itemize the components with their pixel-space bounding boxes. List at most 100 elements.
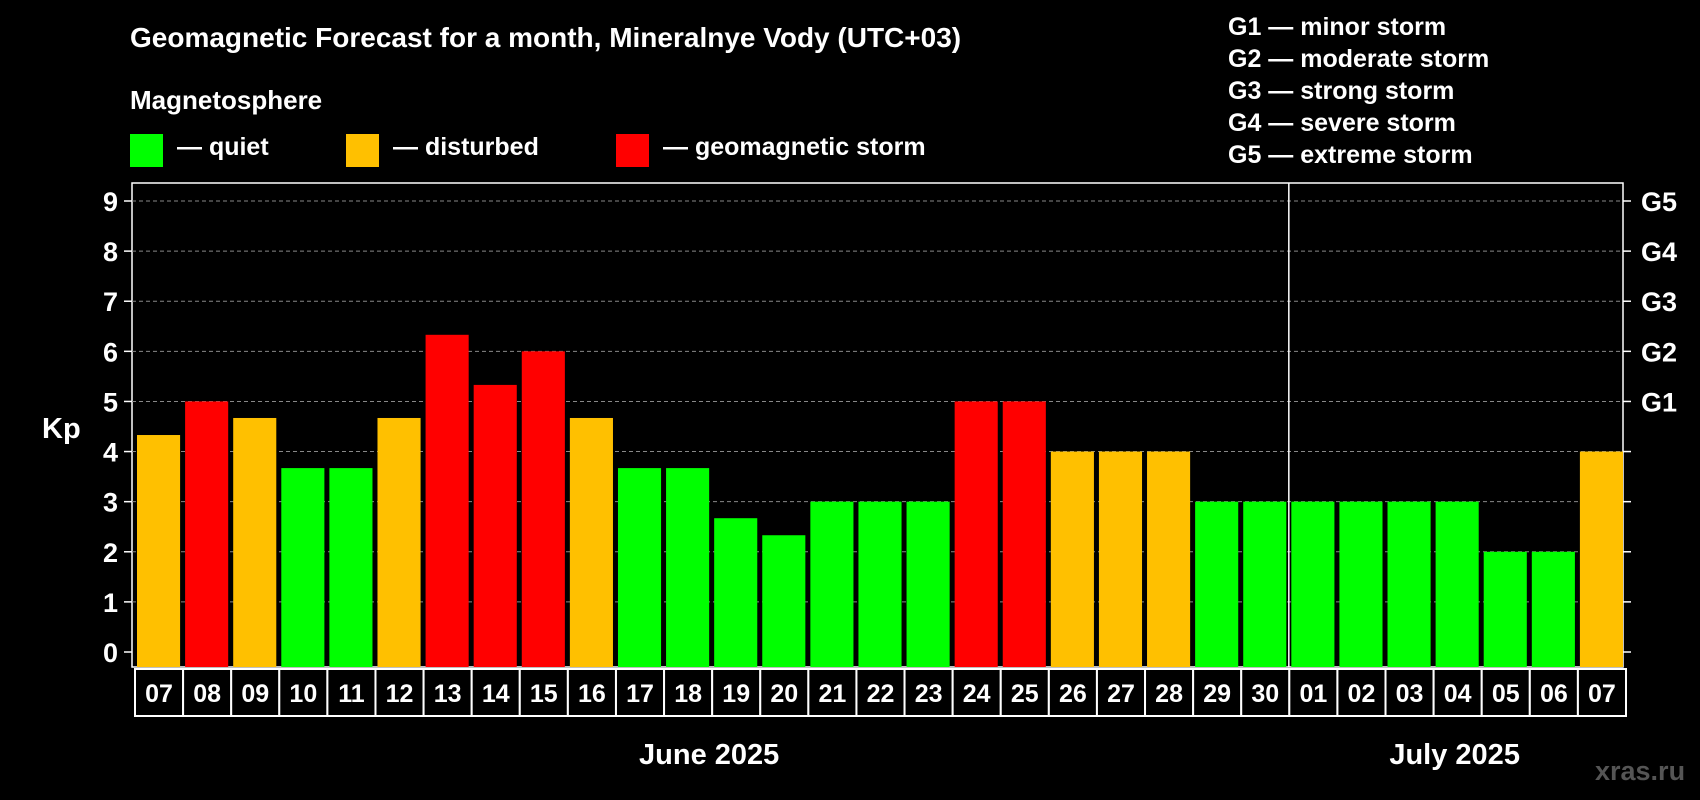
- date-label-19: 26: [1059, 680, 1087, 708]
- date-box-6: [422, 668, 473, 717]
- g1-description: G1 — minor storm: [1228, 13, 1447, 41]
- g2-description: G2 — moderate storm: [1228, 45, 1490, 73]
- y-tick-label-3: 3: [103, 488, 118, 518]
- date-label-17: 24: [963, 680, 991, 708]
- bar-29: [1531, 551, 1575, 667]
- bar-6: [425, 334, 469, 667]
- month-label-0: June 2025: [639, 739, 779, 771]
- date-box-30: [1576, 668, 1627, 717]
- date-label-5: 12: [386, 680, 414, 708]
- date-label-23: 30: [1251, 680, 1279, 708]
- date-label-29: 06: [1540, 680, 1568, 708]
- bar-4: [329, 468, 373, 667]
- bar-22: [1195, 501, 1239, 667]
- chart-title: Geomagnetic Forecast for a month, Minera…: [130, 22, 962, 53]
- date-label-30: 07: [1588, 680, 1616, 708]
- bar-3: [281, 468, 325, 667]
- bar-30: [1579, 451, 1623, 667]
- legend-disturbed-label: — disturbed: [393, 133, 539, 161]
- bar-13: [762, 535, 806, 667]
- date-label-25: 02: [1348, 680, 1376, 708]
- legend-storm-swatch: [616, 134, 649, 167]
- date-label-12: 19: [722, 680, 750, 708]
- y-tick-label-6: 6: [103, 337, 118, 367]
- right-axis-label-g1: G1: [1641, 387, 1677, 417]
- date-label-2: 09: [241, 680, 269, 708]
- y-tick-label-4: 4: [103, 438, 118, 468]
- bar-18: [1002, 401, 1046, 667]
- date-label-16: 23: [915, 680, 943, 708]
- date-label-24: 01: [1299, 680, 1327, 708]
- watermark: xras.ru: [1595, 756, 1686, 786]
- date-box-1: [182, 668, 233, 717]
- legend-disturbed-swatch: [346, 134, 379, 167]
- date-label-18: 25: [1011, 680, 1039, 708]
- y-tick-label-1: 1: [103, 588, 118, 618]
- y-tick-label-9: 9: [103, 187, 118, 217]
- bar-28: [1483, 551, 1527, 667]
- bar-19: [1050, 451, 1094, 667]
- bar-23: [1243, 501, 1287, 667]
- legend-quiet-swatch: [130, 134, 163, 167]
- bar-2: [233, 417, 277, 667]
- bar-20: [1098, 451, 1143, 667]
- bar-10: [617, 468, 662, 667]
- date-box-2: [230, 668, 281, 717]
- date-label-7: 14: [482, 680, 510, 708]
- bar-9: [569, 417, 613, 667]
- y-tick-label-2: 2: [103, 538, 118, 568]
- y-tick-label-7: 7: [103, 287, 118, 317]
- right-axis-label-g5: G5: [1641, 187, 1677, 217]
- date-label-14: 21: [818, 680, 846, 708]
- g4-description: G4 — severe storm: [1228, 109, 1456, 137]
- bar-1: [185, 401, 229, 667]
- bar-25: [1339, 501, 1383, 667]
- date-box-3: [278, 668, 329, 717]
- date-label-26: 03: [1396, 680, 1424, 708]
- date-label-6: 13: [434, 680, 462, 708]
- bar-14: [810, 501, 854, 667]
- date-label-3: 10: [289, 680, 317, 708]
- y-axis-label: Kp: [42, 413, 81, 445]
- date-box-13: [759, 668, 810, 717]
- bar-26: [1387, 501, 1431, 667]
- y-tick-label-5: 5: [103, 387, 118, 417]
- date-label-21: 28: [1155, 680, 1183, 708]
- date-label-0: 07: [145, 680, 173, 708]
- date-label-22: 29: [1203, 680, 1231, 708]
- date-label-10: 17: [626, 680, 654, 708]
- magnetosphere-label: Magnetosphere: [130, 85, 323, 115]
- y-tick-label-0: 0: [103, 638, 118, 668]
- bar-7: [473, 384, 517, 667]
- legend-storm-label: — geomagnetic storm: [663, 133, 926, 161]
- date-label-13: 20: [770, 680, 798, 708]
- bar-21: [1147, 451, 1191, 667]
- bar-24: [1291, 501, 1335, 667]
- bar-16: [906, 501, 950, 667]
- date-box-21: [1144, 668, 1195, 717]
- bar-27: [1435, 501, 1479, 667]
- bar-17: [954, 401, 998, 667]
- date-label-28: 05: [1492, 680, 1520, 708]
- g3-description: G3 — strong storm: [1228, 77, 1455, 105]
- date-label-9: 16: [578, 680, 606, 708]
- date-label-4: 11: [338, 680, 365, 708]
- right-axis-label-g3: G3: [1641, 287, 1677, 317]
- date-box-9: [566, 668, 617, 717]
- bar-5: [377, 417, 421, 667]
- date-box-20: [1095, 668, 1147, 717]
- date-box-11: [663, 668, 714, 717]
- date-box-23: [1240, 668, 1291, 717]
- legend-quiet-label: — quiet: [177, 133, 269, 161]
- bar-8: [521, 351, 565, 667]
- right-axis-label-g4: G4: [1641, 237, 1677, 267]
- bar-11: [666, 468, 710, 667]
- date-box-19: [1047, 668, 1098, 717]
- bar-0: [137, 435, 181, 667]
- date-label-20: 27: [1107, 680, 1135, 708]
- date-label-8: 15: [530, 680, 558, 708]
- g5-description: G5 — extreme storm: [1228, 141, 1473, 169]
- date-label-15: 22: [867, 680, 895, 708]
- date-box-12: [711, 668, 762, 717]
